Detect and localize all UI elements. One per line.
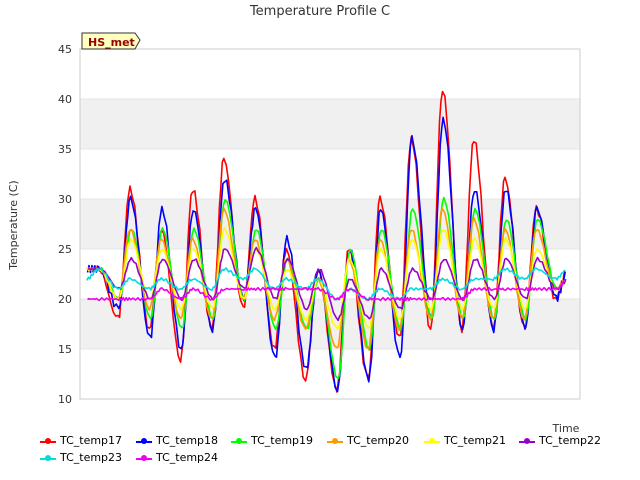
legend-swatch-dot <box>524 438 530 444</box>
y-tick-label: 25 <box>58 243 72 256</box>
legend-label: TC_temp19 <box>251 434 314 447</box>
y-tick-label: 30 <box>58 193 72 206</box>
legend-label: TC_temp18 <box>156 434 219 447</box>
x-axis-label: Time <box>552 422 580 435</box>
series-line-TC_temp23 <box>86 267 566 301</box>
legend-label: TC_temp20 <box>347 434 410 447</box>
legend: TC_temp17 TC_temp18 TC_temp19 TC_temp20 TC_t… <box>0 434 640 474</box>
legend-swatch-dot <box>332 438 338 444</box>
y-tick-label: 20 <box>58 293 72 306</box>
series-line-TC_temp24 <box>87 280 566 302</box>
plot-frame <box>79 48 581 400</box>
y-tick-label: 35 <box>58 143 72 156</box>
y-tick-label: 10 <box>58 393 72 406</box>
legend-swatch-dot <box>45 438 51 444</box>
series-line-TC_temp22 <box>87 246 567 322</box>
legend-swatch-dot <box>236 438 242 444</box>
y-tick-label: 40 <box>58 93 72 106</box>
legend-swatch-dot <box>45 455 51 461</box>
axes: 1015202530354045Jun 10Jun 11Jun 12Jun 13… <box>58 43 581 406</box>
legend-swatch-dot <box>141 438 147 444</box>
legend-swatch-dot <box>429 438 435 444</box>
series-lines <box>86 90 567 393</box>
annotation-box: HS_met <box>81 32 141 50</box>
legend-label: TC_temp21 <box>444 434 507 447</box>
legend-label: TC_temp24 <box>156 451 219 464</box>
legend-swatch-dot <box>141 455 147 461</box>
legend-label: TC_temp23 <box>60 451 123 464</box>
y-tick-label: 15 <box>58 343 72 356</box>
annotation-label: HS_met <box>88 36 135 49</box>
grid-band <box>80 99 580 149</box>
chart-title: Temperature Profile C <box>249 4 390 19</box>
y-axis-label: Temperature (C) <box>7 180 20 270</box>
y-tick-label: 45 <box>58 43 72 56</box>
legend-label: TC_temp22 <box>539 434 602 447</box>
legend-label: TC_temp17 <box>60 434 123 447</box>
